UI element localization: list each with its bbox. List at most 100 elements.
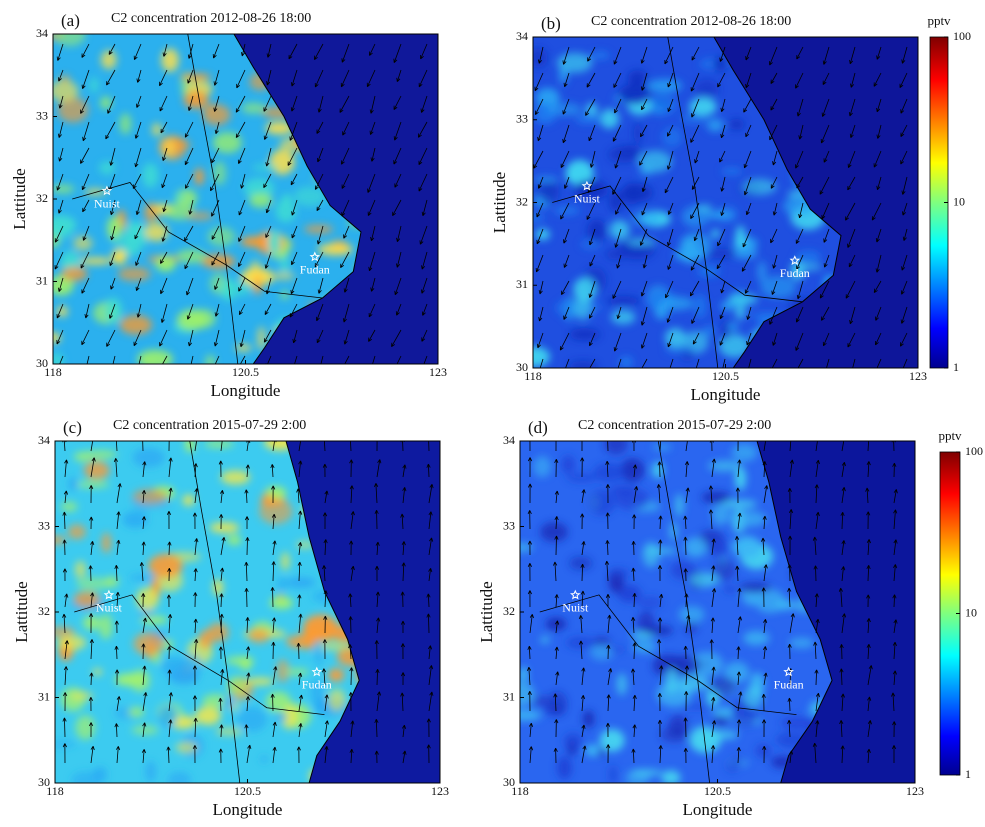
field-blob <box>590 51 610 59</box>
wind-arrow <box>900 306 908 324</box>
field-blob <box>274 711 288 722</box>
wind-arrow <box>743 98 752 113</box>
field-blob <box>678 605 705 624</box>
wind-arrow <box>116 696 121 712</box>
field-blob <box>155 256 176 272</box>
wind-arrow <box>875 228 882 243</box>
wind-arrow <box>527 540 532 556</box>
field-blob <box>304 224 334 234</box>
wind-arrow <box>667 72 674 88</box>
field-blob <box>760 275 797 299</box>
wind-arrow <box>220 669 225 686</box>
wind-arrow <box>109 147 116 166</box>
wind-arrow <box>394 277 402 296</box>
wind-arrow <box>349 540 354 556</box>
wind-arrow <box>421 251 428 270</box>
wind-arrow <box>82 225 90 241</box>
wind-arrow <box>554 535 559 556</box>
field-blob <box>689 97 717 116</box>
wind-arrow <box>823 228 830 243</box>
wind-arrow <box>370 147 376 162</box>
wind-arrow <box>659 665 664 686</box>
wind-arrow <box>588 124 596 142</box>
wind-arrow <box>585 98 596 116</box>
field-blob <box>261 491 273 508</box>
border <box>72 182 323 299</box>
wind-arrow <box>763 619 768 634</box>
wind-arrow <box>402 750 407 764</box>
wind-arrow <box>632 593 637 608</box>
wind-arrow <box>62 613 67 634</box>
wind-arrow <box>876 46 882 60</box>
field-blob <box>266 630 286 638</box>
wind-arrow <box>711 565 716 582</box>
wind-arrow <box>298 613 303 634</box>
wind-arrow <box>110 225 116 241</box>
wind-arrow <box>529 614 534 634</box>
field-blob <box>742 178 777 196</box>
wind-arrow <box>141 593 146 608</box>
field-blob <box>158 704 178 728</box>
wind-arrow <box>741 254 752 272</box>
wind-arrow <box>795 306 804 323</box>
field-blob <box>201 254 236 269</box>
wind-arrow <box>822 332 830 347</box>
site-star <box>101 185 113 196</box>
wind-arrow <box>245 696 250 712</box>
wind-arrow <box>789 459 794 478</box>
field-blob <box>614 488 650 510</box>
wind-arrow <box>770 358 778 368</box>
field-blob <box>100 96 112 110</box>
wind-arrow <box>589 358 596 368</box>
wind-arrow <box>813 565 818 582</box>
wind-arrow <box>376 441 378 452</box>
wind-arrow <box>322 639 327 660</box>
wind-arrow <box>665 280 674 299</box>
wind-arrow <box>770 176 778 189</box>
field-blob <box>252 163 279 172</box>
wind-arrow <box>57 121 64 138</box>
field-blob <box>136 587 159 611</box>
wind-arrow <box>63 490 69 504</box>
wind-arrow <box>605 512 610 530</box>
wind-arrow <box>427 645 433 660</box>
wind-arrow <box>737 512 742 530</box>
wind-arrow <box>350 565 355 582</box>
x-axis-label: Longitude <box>691 385 761 404</box>
wind-arrow <box>772 150 778 166</box>
wind-arrow <box>372 355 376 364</box>
wind-arrow <box>246 744 252 764</box>
wind-arrow <box>193 717 198 738</box>
wind-arrow <box>561 280 570 295</box>
wind-arrow <box>893 564 898 582</box>
wind-arrow <box>392 199 402 217</box>
wind-arrow <box>367 199 376 216</box>
field-blobs <box>55 441 394 783</box>
wind-arrow <box>746 332 752 346</box>
wind-arrow <box>563 176 570 189</box>
field-blob <box>128 707 145 718</box>
y-tick-label: 31 <box>503 689 515 703</box>
wind-arrow <box>340 69 350 88</box>
field-blob <box>111 249 127 265</box>
wind-arrow <box>54 225 64 243</box>
wind-arrow <box>795 228 804 244</box>
wind-arrow <box>527 645 532 660</box>
wind-arrow <box>772 332 778 346</box>
wind-arrow <box>168 487 173 504</box>
wind-arrow <box>737 616 742 634</box>
field-blob <box>533 455 552 478</box>
field-blob <box>665 667 679 694</box>
wind-arrow <box>367 173 376 193</box>
wind-arrow <box>613 332 622 352</box>
wind-arrow <box>528 722 534 738</box>
wind-arrow <box>166 746 171 764</box>
site-star <box>783 666 794 677</box>
wind-arrow <box>875 306 882 321</box>
field-blob <box>788 637 814 649</box>
wind-arrow <box>658 617 663 634</box>
wind-arrow <box>847 176 856 191</box>
wind-arrow <box>761 587 766 608</box>
field-blob <box>143 358 153 364</box>
wind-arrow <box>238 303 246 316</box>
